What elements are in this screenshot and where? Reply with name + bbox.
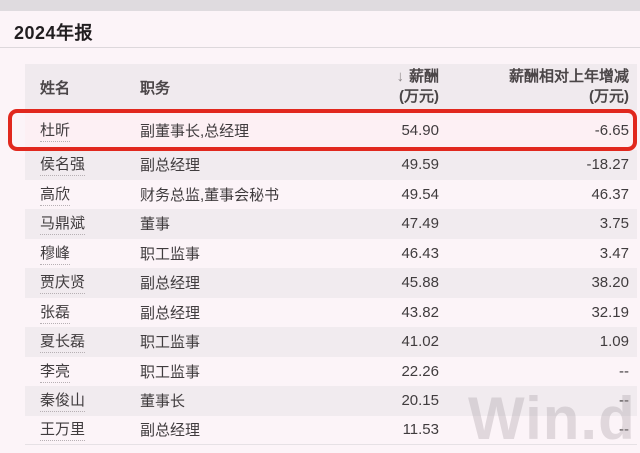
table-row: 穆峰 职工监事 46.43 3.47 [25,238,637,268]
salary-value: 49.54 [401,185,439,203]
change-value: -- [619,421,629,439]
change-header-label: 薪酬相对上年增减 [508,68,629,85]
change-value: 46.37 [591,185,629,203]
position-cell: 职工监事 [140,363,201,381]
salary-header-unit: (万元) [399,88,439,105]
change-value: -- [619,362,629,380]
top-strip [0,0,640,11]
position-cell: 副总经理 [140,422,201,440]
position-cell: 副总经理 [140,304,201,322]
page-title: 2024年报 [14,23,94,43]
column-header-change[interactable]: 薪酬相对上年增减 (万元) [439,67,629,107]
table-row: 夏长磊 职工监事 41.02 1.09 [25,327,637,357]
title-divider [0,47,640,48]
person-name-link[interactable]: 夏长磊 [40,330,86,354]
salary-value: 46.43 [401,244,439,262]
table-row: 贾庆贤 副总经理 45.88 38.20 [25,268,637,298]
salary-value: 41.02 [401,333,439,351]
position-cell: 职工监事 [140,334,201,352]
table-row: 高欣 财务总监,董事会秘书 49.54 46.37 [25,179,637,209]
column-header-salary[interactable]: ↓ 薪酬 (万元) [329,67,439,107]
person-name-link[interactable]: 穆峰 [40,242,71,265]
salary-table: 姓名 职务 ↓ 薪酬 (万元) 薪酬相对上年增减 (万元) 杜昕 副董事长,总经理 5… [25,64,637,445]
change-value: 38.20 [591,274,629,292]
change-value: 1.09 [599,333,629,351]
position-cell: 副总经理 [140,275,201,293]
table-row: 李亮 职工监事 22.26 -- [25,356,637,386]
person-name-link[interactable]: 秦俊山 [40,389,86,413]
table-row: 秦俊山 董事长 20.15 -- [25,386,637,416]
person-name-link[interactable]: 高欣 [40,183,71,206]
position-cell: 副总经理 [140,157,201,175]
position-cell: 董事长 [140,393,186,411]
salary-value: 54.90 [401,121,439,139]
salary-value: 11.53 [402,421,439,439]
change-value: 3.75 [599,215,629,233]
salary-value: 47.49 [401,215,439,233]
change-header-unit: (万元) [589,88,629,105]
change-value: 32.19 [591,303,629,321]
person-name-link[interactable]: 张磊 [40,301,71,324]
position-cell: 董事 [140,216,171,234]
salary-value: 45.88 [401,274,439,292]
position-cell: 财务总监,董事会秘书 [140,186,280,204]
person-name-link[interactable]: 王万里 [40,418,86,442]
change-value: -6.65 [594,121,629,139]
column-header-position[interactable]: 职务 [140,79,171,97]
person-name-link[interactable]: 杜昕 [40,119,71,142]
change-value: -18.27 [586,156,629,174]
table-row: 侯名强 副总经理 49.59 -18.27 [25,150,637,180]
position-cell: 副董事长,总经理 [140,122,250,140]
salary-header-label: 薪酬 [408,68,439,85]
table-row: 杜昕 副董事长,总经理 54.90 -6.65 [25,110,637,150]
position-cell: 职工监事 [140,245,201,263]
salary-value: 22.26 [401,362,439,380]
person-name-link[interactable]: 侯名强 [40,153,86,177]
table-row: 马鼎斌 董事 47.49 3.75 [25,209,637,239]
table-header-row: 姓名 职务 ↓ 薪酬 (万元) 薪酬相对上年增减 (万元) [25,64,637,110]
table-row: 张磊 副总经理 43.82 32.19 [25,297,637,327]
salary-value: 43.82 [401,303,439,321]
salary-value: 49.59 [401,156,439,174]
table-row: 王万里 副总经理 11.53 -- [25,415,637,445]
person-name-link[interactable]: 马鼎斌 [40,212,86,236]
sort-desc-icon[interactable]: ↓ [396,68,404,85]
salary-value: 20.15 [401,392,439,410]
person-name-link[interactable]: 李亮 [40,360,71,383]
change-value: -- [619,392,629,410]
column-header-name[interactable]: 姓名 [40,79,71,97]
person-name-link[interactable]: 贾庆贤 [40,271,86,295]
table-body: 杜昕 副董事长,总经理 54.90 -6.65 侯名强 副总经理 49.59 -18.27 高欣… [25,110,637,445]
change-value: 3.47 [599,244,629,262]
